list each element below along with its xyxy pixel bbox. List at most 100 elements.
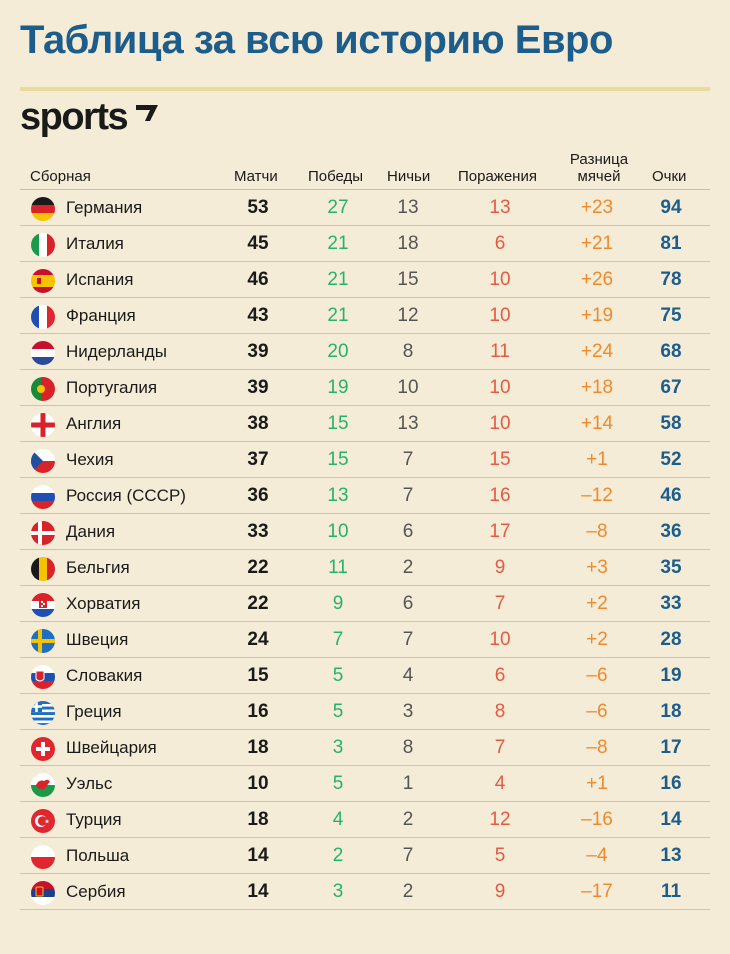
wins-cell: 5 — [332, 701, 344, 722]
switzerland-flag-icon — [31, 737, 55, 761]
denmark-flag-icon — [31, 521, 55, 545]
goal-diff-cell: –6 — [586, 701, 608, 722]
points-cell: 78 — [660, 269, 682, 290]
matches-cell: 37 — [247, 449, 269, 470]
team-name: Дания — [66, 522, 116, 541]
draws-cell: 3 — [402, 701, 414, 722]
header-draws: Ничьи — [387, 168, 431, 185]
header-losses: Поражения — [458, 168, 537, 185]
losses-cell: 5 — [494, 845, 506, 866]
matches-cell: 53 — [247, 197, 269, 218]
points-cell: 67 — [660, 377, 682, 398]
header-goal-diff-line2: мячей — [577, 168, 621, 185]
header-goal-diff: Разница мячей — [566, 151, 632, 185]
points-cell: 46 — [660, 485, 682, 506]
goal-diff-cell: +3 — [586, 557, 608, 578]
team-name: Турция — [66, 810, 122, 829]
russia-flag-icon — [31, 485, 55, 509]
header-points: Очки — [652, 168, 687, 185]
draws-cell: 18 — [397, 233, 419, 254]
table-row: Англия 38 15 13 10 +14 58 — [20, 406, 710, 442]
team-name: Уэльс — [66, 774, 113, 793]
team-name: Испания — [66, 270, 134, 289]
wins-cell: 7 — [332, 629, 344, 650]
header-wins: Победы — [308, 168, 364, 185]
header-matches: Матчи — [234, 168, 278, 185]
draws-cell: 6 — [402, 593, 414, 614]
losses-cell: 7 — [494, 737, 506, 758]
title-divider — [20, 87, 710, 91]
wins-cell: 21 — [327, 233, 349, 254]
matches-cell: 18 — [247, 809, 269, 830]
draws-cell: 2 — [402, 809, 414, 830]
czechia-flag-icon — [31, 449, 55, 473]
team-name: Хорватия — [66, 594, 141, 613]
table-row: Испания 46 21 15 10 +26 78 — [20, 262, 710, 298]
matches-cell: 38 — [247, 413, 269, 434]
goal-diff-cell: –4 — [586, 845, 608, 866]
draws-cell: 1 — [402, 773, 414, 794]
wins-cell: 19 — [327, 377, 349, 398]
table-row: Сербия 14 3 2 9 –17 11 — [20, 874, 710, 910]
goal-diff-cell: +26 — [580, 269, 614, 290]
losses-cell: 15 — [489, 449, 511, 470]
losses-cell: 4 — [494, 773, 506, 794]
greece-flag-icon — [31, 701, 55, 725]
wins-cell: 21 — [327, 305, 349, 326]
losses-cell: 10 — [489, 629, 511, 650]
draws-cell: 15 — [397, 269, 419, 290]
logo-mark-icon — [136, 105, 158, 121]
points-cell: 33 — [660, 593, 682, 614]
matches-cell: 36 — [247, 485, 269, 506]
points-cell: 75 — [660, 305, 682, 326]
goal-diff-cell: +1 — [586, 773, 608, 794]
table-row: Чехия 37 15 7 15 +1 52 — [20, 442, 710, 478]
points-cell: 18 — [660, 701, 682, 722]
goal-diff-cell: +14 — [580, 413, 614, 434]
goal-diff-cell: –17 — [581, 881, 613, 902]
points-cell: 81 — [660, 233, 682, 254]
wins-cell: 15 — [327, 413, 349, 434]
table-row: Турция 18 4 2 12 –16 14 — [20, 802, 710, 838]
wins-cell: 21 — [327, 269, 349, 290]
team-name: Сербия — [66, 882, 126, 901]
points-cell: 11 — [660, 881, 682, 902]
draws-cell: 12 — [397, 305, 419, 326]
table-row: Швейцария 18 3 8 7 –8 17 — [20, 730, 710, 766]
wins-cell: 20 — [327, 341, 349, 362]
england-flag-icon — [31, 413, 55, 437]
france-flag-icon — [31, 305, 55, 329]
goal-diff-cell: +19 — [580, 305, 614, 326]
matches-cell: 46 — [247, 269, 269, 290]
team-name: Греция — [66, 702, 122, 721]
losses-cell: 16 — [489, 485, 511, 506]
croatia-flag-icon — [31, 593, 55, 617]
table-row: Хорватия 22 9 6 7 +2 33 — [20, 586, 710, 622]
matches-cell: 45 — [247, 233, 269, 254]
table-row: Греция 16 5 3 8 –6 18 — [20, 694, 710, 730]
wins-cell: 3 — [332, 737, 344, 758]
table-row: Нидерланды 39 20 8 11 +24 68 — [20, 334, 710, 370]
portugal-flag-icon — [31, 377, 55, 401]
matches-cell: 10 — [247, 773, 269, 794]
team-name: Португалия — [66, 378, 158, 397]
spain-flag-icon — [31, 269, 55, 293]
goal-diff-cell: –8 — [586, 521, 608, 542]
standings-table: Сборная Матчи Победы Ничьи Поражения Раз… — [20, 150, 710, 910]
team-name: Бельгия — [66, 558, 130, 577]
wins-cell: 5 — [332, 665, 344, 686]
points-cell: 68 — [660, 341, 682, 362]
wins-cell: 3 — [332, 881, 344, 902]
table-row: Италия 45 21 18 6 +21 81 — [20, 226, 710, 262]
goal-diff-cell: –8 — [586, 737, 608, 758]
goal-diff-cell: +23 — [580, 197, 614, 218]
table-row: Польша 14 2 7 5 –4 13 — [20, 838, 710, 874]
wins-cell: 10 — [327, 521, 349, 542]
germany-flag-icon — [31, 197, 55, 221]
header-team: Сборная — [30, 168, 91, 185]
matches-cell: 22 — [247, 557, 269, 578]
goal-diff-cell: –6 — [586, 665, 608, 686]
losses-cell: 10 — [489, 377, 511, 398]
sweden-flag-icon — [31, 629, 55, 653]
matches-cell: 14 — [247, 881, 269, 902]
